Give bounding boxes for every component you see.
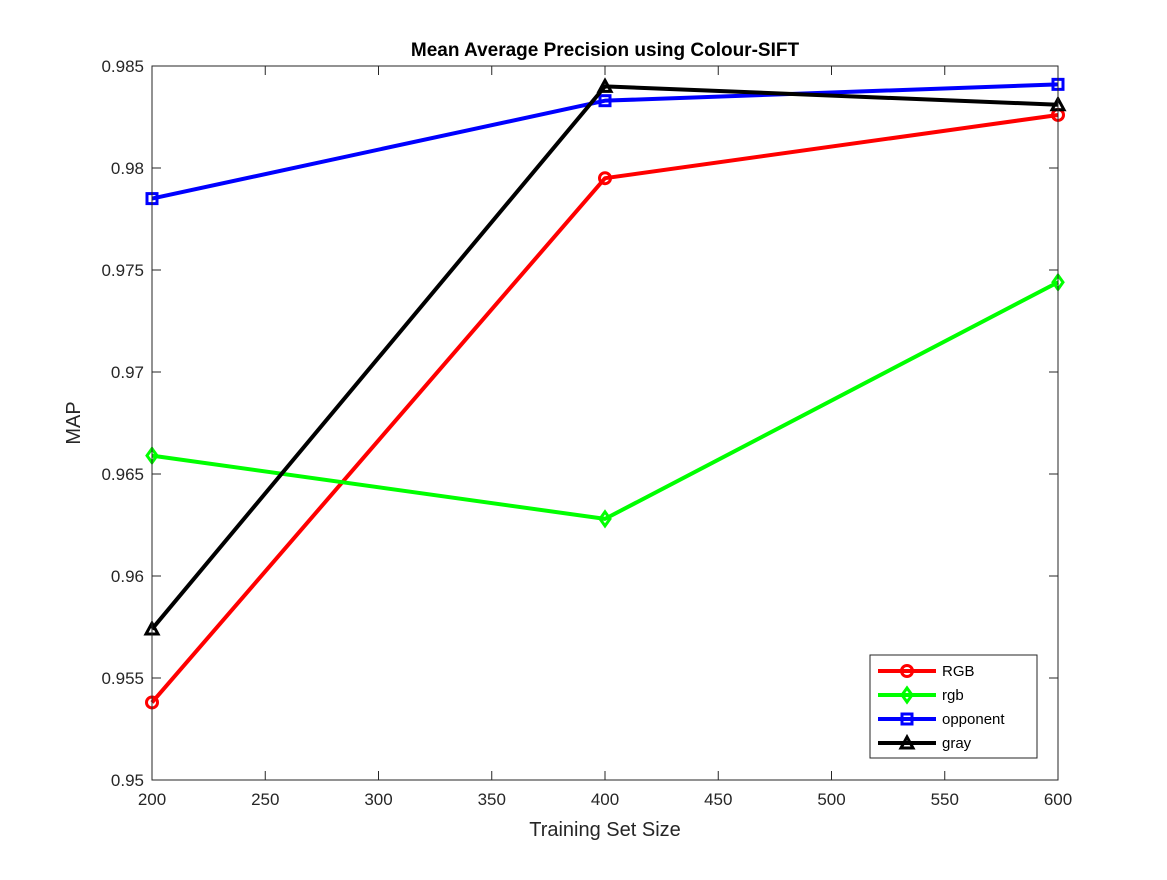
x-tick-label-200: 200 [138, 790, 166, 809]
x-axis-label: Training Set Size [529, 819, 681, 841]
legend-entry-rgb: rgb [878, 685, 964, 705]
x-tick-label-250: 250 [251, 790, 279, 809]
axes-layer: 200 250 300 350 400 450 500 550 600 0.95 0.955 0.96… [101, 57, 1072, 809]
y-tick-label-0.97: 0.97 [111, 363, 144, 382]
y-tick-label-0.955: 0.955 [101, 669, 144, 688]
legend-marker-gray [898, 733, 916, 750]
legend-label-opponent: opponent [942, 711, 1005, 728]
legend-marker-RGB [900, 664, 914, 678]
x-tick-label-450: 450 [704, 790, 732, 809]
x-tick-label-600: 600 [1044, 790, 1072, 809]
x-tick-label-350: 350 [478, 790, 506, 809]
x-tick-label-300: 300 [364, 790, 392, 809]
series-line-opponent [151, 82, 1059, 201]
legend-entry-gray: gray [878, 733, 972, 752]
y-tick-label-0.975: 0.975 [101, 261, 144, 280]
series-line-rgb [151, 280, 1059, 521]
y-tick-label-0.96: 0.96 [111, 567, 144, 586]
legend-entry-RGB: RGB [878, 663, 975, 680]
y-tick-label-0.965: 0.965 [101, 465, 144, 484]
data-point-RGB-400 [598, 171, 612, 186]
legend-label-gray: gray [942, 735, 972, 752]
legend-entry-opponent: opponent [878, 711, 1005, 728]
legend-label-rgb: rgb [942, 687, 964, 704]
x-tick-label-550: 550 [931, 790, 959, 809]
y-tick-label-0.98: 0.98 [111, 159, 144, 178]
legend-marker-rgb [900, 685, 914, 705]
x-tick-label-500: 500 [817, 790, 845, 809]
series-layer [143, 77, 1067, 710]
chart-title: Mean Average Precision using Colour-SIFT [411, 40, 800, 61]
series-line-RGB [150, 112, 1059, 704]
legend-label-RGB: RGB [942, 663, 975, 680]
series-line-gray [150, 84, 1059, 631]
data-point-opponent-400 [598, 94, 612, 108]
data-point-rgb-400 [598, 509, 612, 529]
data-point-gray-400 [596, 77, 614, 93]
legend-marker-opponent [900, 712, 914, 726]
legend: RGB rgb opponent gray [869, 654, 1038, 759]
y-tick-label-0.985: 0.985 [101, 57, 144, 76]
x-tick-label-400: 400 [591, 790, 619, 809]
y-tick-label-0.95: 0.95 [111, 771, 144, 790]
y-axis-label: MAP [63, 401, 85, 444]
